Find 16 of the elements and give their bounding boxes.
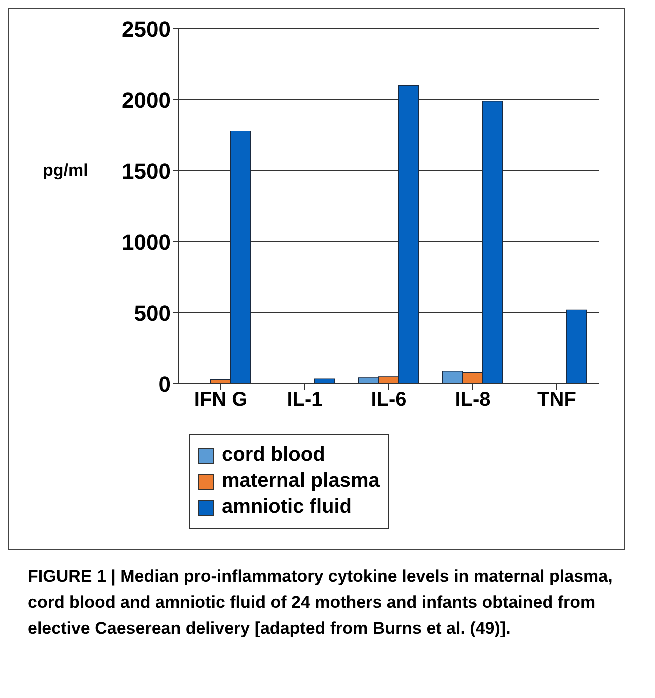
y-tick-label: 2500 xyxy=(122,16,171,42)
y-axis-title: pg/ml xyxy=(43,161,88,181)
y-tick-label: 500 xyxy=(134,300,171,326)
legend-label: amniotic fluid xyxy=(222,496,352,519)
x-tick-label: IL-6 xyxy=(371,389,407,412)
x-tick-label: IL-8 xyxy=(455,389,491,412)
y-tick-label: 1500 xyxy=(122,158,171,184)
y-tick-label: 2000 xyxy=(122,88,171,113)
y-tick-label: 0 xyxy=(158,372,171,397)
x-tick-label: IL-1 xyxy=(287,389,323,412)
x-tick-label: IFN G xyxy=(194,389,248,412)
y-tick-label: 1000 xyxy=(122,230,171,255)
x-tick-label: TNF xyxy=(538,389,576,412)
legend-label: maternal plasma xyxy=(222,470,380,493)
caption: FIGURE 1 | Median pro-inflammatory cytokine levels in maternal plasma, cord blood and amniotic fluid of 24 mothers and infants obtained from elective Caeserean delivery [adapted from Burns et al. (49)]. xyxy=(27,566,614,640)
legend-label: cord blood xyxy=(222,444,326,467)
